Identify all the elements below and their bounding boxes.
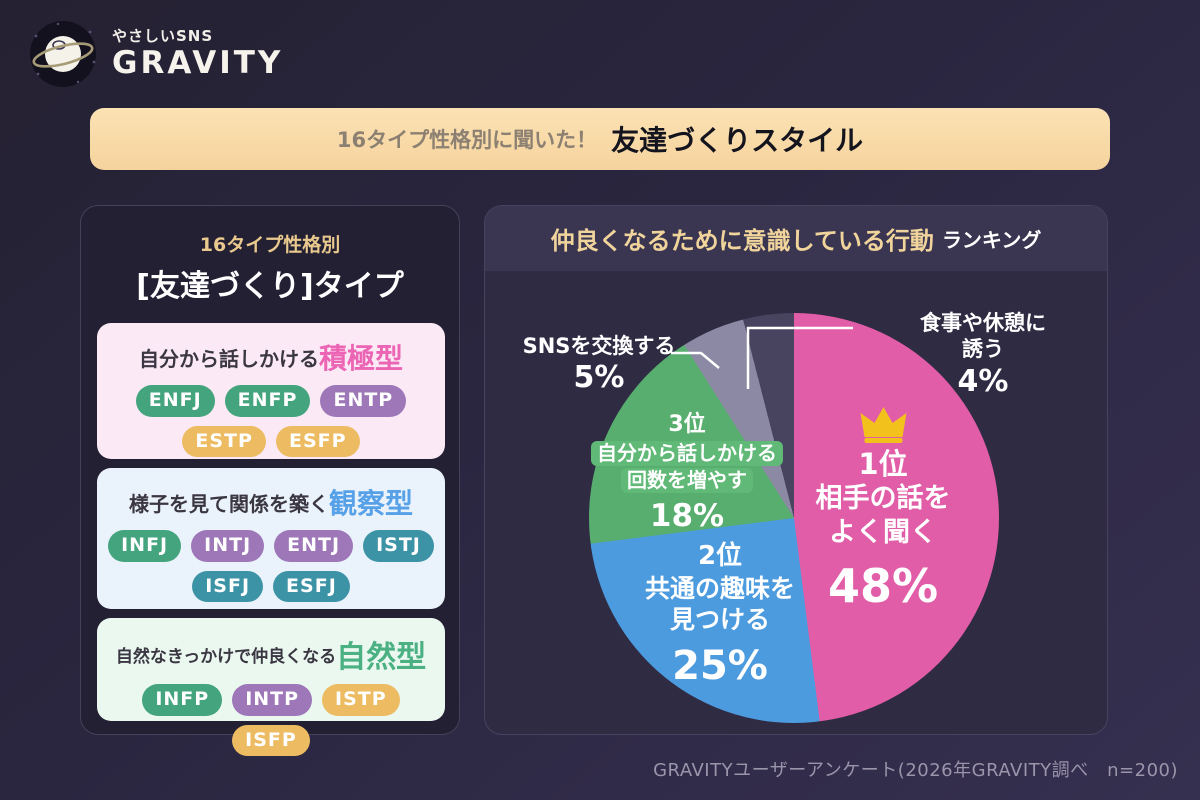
logo-tagline: やさしいSNS	[112, 27, 214, 46]
card-desc: 自分から話しかける	[138, 346, 319, 371]
ranking-title-main: 仲良くなるために意識している行動	[550, 227, 934, 255]
type-badge: ENTJ	[274, 530, 354, 562]
type-card-observer: 様子を見て関係を築く 観察型 INFJ INTJ ENTJ ISTJ ISFJ ESFJ	[97, 468, 445, 609]
slice-percent: 25%	[672, 643, 768, 689]
type-badge: INTP	[232, 684, 313, 716]
type-badge: ENTP	[320, 385, 407, 417]
card-type-label: 自然型	[336, 640, 427, 675]
slice-label-3: 3位 自分から話しかける 回数を増やす 18%	[591, 411, 783, 535]
type-panel-title: [友達づくり]タイプ	[136, 269, 404, 304]
slice-rank: 2位	[697, 541, 743, 571]
type-badge: ENFJ	[135, 385, 215, 417]
banner-prefix: 16タイプ性格別に聞いた！	[336, 128, 598, 152]
card-desc: 自然なきっかけで仲良くなる	[115, 646, 337, 667]
type-badge: INFJ	[108, 530, 182, 562]
slice-text: 見つける	[669, 604, 771, 634]
slice-label-sns: SNSを交換する 5%	[523, 333, 676, 397]
type-card-natural: 自然なきっかけで仲良くなる 自然型 INFP INTP ISTP ISFP	[97, 618, 445, 757]
type-card-active: 自分から話しかける 積極型 ENFJ ENFP ENTP ESTP ESFP	[97, 323, 445, 459]
card-type-label: 観察型	[328, 487, 413, 520]
planet-icon	[30, 21, 96, 87]
badge-list: ENFJ ENFP ENTP ESTP ESFP	[106, 385, 436, 458]
ranking-panel: 仲良くなるために意識している行動 ランキング 1位 相手の話を よく聞く 48%…	[484, 205, 1108, 735]
survey-source: GRAVITYユーザーアンケート(2026年GRAVITY調べ n=200)	[653, 760, 1178, 781]
type-badge: INTJ	[191, 530, 265, 562]
slice-text: よく聞く	[829, 517, 937, 548]
type-badge: ENFP	[224, 385, 311, 417]
type-panel-subtitle: 16タイプ性格別	[199, 234, 341, 256]
app-logo: やさしいSNS GRAVITY	[28, 18, 283, 88]
type-badge: ISFJ	[192, 570, 264, 603]
slice-percent: 48%	[827, 558, 939, 613]
slice-label-meal: 食事や休憩に誘う 4%	[920, 310, 1046, 400]
type-badge: ISTJ	[363, 530, 434, 562]
slice-label-2: 2位 共通の趣味を 見つける 25%	[645, 540, 795, 691]
slice-percent: 18%	[649, 497, 725, 534]
slice-rank: 1位	[858, 447, 908, 481]
slice-percent: 4%	[957, 363, 1009, 399]
banner-title: 友達づくりスタイル	[611, 124, 864, 157]
ranking-title-suffix: ランキング	[941, 228, 1042, 252]
slice-text: 食事や休憩に誘う	[920, 311, 1046, 362]
slice-text: SNSを交換する	[522, 334, 676, 358]
type-badge: ESTP	[182, 425, 266, 458]
type-badge: ESFP	[275, 425, 360, 458]
type-badge: ISFP	[232, 724, 310, 757]
card-desc: 様子を見て関係を築く	[128, 491, 329, 516]
slice-text: 相手の話を	[815, 483, 951, 515]
pie-chart-area: 1位 相手の話を よく聞く 48% 2位 共通の趣味を 見つける 25% 3位 …	[485, 206, 1109, 736]
slice-text: 回数を増やす	[621, 467, 753, 493]
card-type-label: 積極型	[318, 342, 403, 375]
type-badge: ISTP	[322, 684, 400, 716]
slice-label-1: 1位 相手の話を よく聞く 48%	[816, 404, 951, 615]
type-badge: ESFJ	[273, 570, 350, 603]
ranking-panel-header: 仲良くなるために意識している行動 ランキング	[485, 206, 1107, 271]
badge-list: INFP INTP ISTP ISFP	[106, 684, 436, 757]
slice-rank: 3位	[668, 412, 706, 437]
slice-text: 自分から話しかける	[591, 440, 783, 466]
crown-icon	[860, 407, 906, 443]
type-panel: 16タイプ性格別 [友達づくり]タイプ 自分から話しかける 積極型 ENFJ EN…	[80, 205, 460, 757]
header-banner: 16タイプ性格別に聞いた！ 友達づくりスタイル	[90, 108, 1110, 170]
slice-text: 共通の趣味を	[644, 573, 796, 603]
badge-list: INFJ INTJ ENTJ ISTJ ISFJ ESFJ	[106, 530, 436, 603]
logo-brand: GRAVITY	[112, 45, 284, 82]
slice-percent: 5%	[573, 360, 625, 396]
type-badge: INFP	[142, 684, 223, 716]
